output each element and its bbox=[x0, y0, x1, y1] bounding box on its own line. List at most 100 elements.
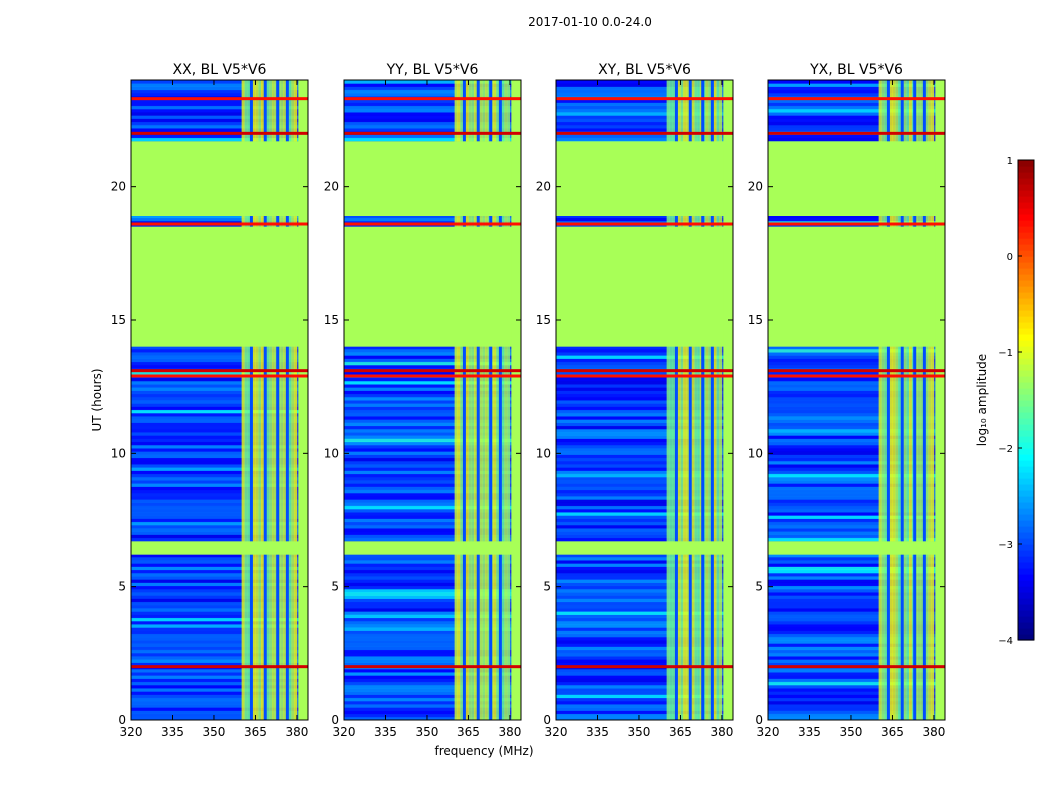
x-tick-label: 320 bbox=[333, 725, 356, 739]
x-tick-label: 365 bbox=[881, 725, 904, 739]
x-tick-label: 335 bbox=[374, 725, 397, 739]
x-tick-label: 380 bbox=[922, 725, 945, 739]
x-tick-label: 335 bbox=[586, 725, 609, 739]
y-tick-label: 0 bbox=[331, 713, 339, 727]
flagged-row bbox=[344, 541, 521, 555]
rfi-line bbox=[768, 131, 945, 135]
rfi-line bbox=[556, 374, 733, 378]
x-tick-label: 380 bbox=[285, 725, 308, 739]
axes-frame bbox=[130, 79, 309, 721]
y-tick-label: 20 bbox=[748, 180, 763, 194]
flagged-column bbox=[935, 80, 945, 720]
x-tick-label: 365 bbox=[669, 725, 692, 739]
x-tick-label: 320 bbox=[757, 725, 780, 739]
y-tick-label: 10 bbox=[111, 446, 126, 460]
flagged-row bbox=[344, 226, 521, 347]
rfi-line bbox=[768, 374, 945, 378]
axes-frame bbox=[343, 79, 522, 721]
axes-frame bbox=[767, 79, 946, 721]
rfi-line bbox=[556, 665, 733, 669]
y-axis-label: UT (hours) bbox=[90, 368, 104, 431]
panel-2: YY, BL V5*V6 320 335 350 365 380 0 5 10 15 20 bbox=[324, 62, 522, 739]
heatmap-image bbox=[768, 80, 945, 720]
y-tick-label: 15 bbox=[748, 313, 763, 327]
rfi-line bbox=[131, 131, 308, 135]
x-tick-label: 320 bbox=[120, 725, 143, 739]
y-tick-label: 20 bbox=[324, 180, 339, 194]
heatmap-image bbox=[556, 80, 733, 720]
rfi-line bbox=[344, 369, 521, 373]
y-tick-label: 15 bbox=[111, 313, 126, 327]
colorbar-tick-label: 1 bbox=[1007, 156, 1013, 167]
rfi-line bbox=[344, 665, 521, 669]
y-tick-label: 0 bbox=[543, 713, 551, 727]
x-tick-label: 335 bbox=[161, 725, 184, 739]
figure-suptitle: 2017-01-10 0.0-24.0 bbox=[528, 15, 652, 29]
rfi-line bbox=[344, 222, 521, 226]
flagged-row bbox=[556, 226, 733, 347]
panel-title: XY, BL V5*V6 bbox=[598, 62, 691, 78]
x-tick-label: 365 bbox=[244, 725, 267, 739]
x-tick-label: 365 bbox=[457, 725, 480, 739]
y-tick-label: 5 bbox=[543, 580, 551, 594]
rfi-line bbox=[344, 131, 521, 135]
panel-1: XX, BL V5*V6 320 335 350 365 380 0 5 10 15 20 bbox=[111, 62, 309, 739]
y-tick-label: 10 bbox=[748, 446, 763, 460]
x-tick-label: 350 bbox=[416, 725, 439, 739]
y-tick-label: 15 bbox=[536, 313, 551, 327]
flagged-row bbox=[131, 141, 308, 216]
flagged-row bbox=[556, 141, 733, 216]
rfi-line bbox=[131, 369, 308, 373]
y-tick-label: 0 bbox=[755, 713, 763, 727]
y-tick-label: 5 bbox=[331, 580, 339, 594]
colorbar-tick-label: −4 bbox=[998, 636, 1013, 647]
flagged-row bbox=[768, 541, 945, 555]
y-tick-label: 10 bbox=[324, 446, 339, 460]
x-tick-label: 350 bbox=[203, 725, 226, 739]
y-tick-label: 10 bbox=[536, 446, 551, 460]
x-tick-label: 350 bbox=[840, 725, 863, 739]
panel-title: YX, BL V5*V6 bbox=[809, 62, 903, 78]
colorbar: 1 0 −1 −2 −3 −4 bbox=[998, 156, 1035, 647]
colorbar-label: log₁₀ amplitude bbox=[975, 354, 989, 446]
flagged-column bbox=[298, 80, 308, 720]
rfi-line bbox=[556, 131, 733, 135]
x-tick-label: 380 bbox=[710, 725, 733, 739]
colorbar-frame bbox=[1017, 159, 1035, 641]
x-tick-label: 335 bbox=[798, 725, 821, 739]
axes-frame bbox=[555, 79, 734, 721]
colorbar-tick-label: 0 bbox=[1007, 252, 1013, 263]
heatmap-image bbox=[344, 80, 521, 720]
rfi-line bbox=[768, 97, 945, 101]
flagged-row bbox=[131, 226, 308, 347]
flagged-column bbox=[723, 80, 733, 720]
rfi-line bbox=[131, 97, 308, 101]
rfi-line bbox=[556, 369, 733, 373]
x-tick-label: 380 bbox=[498, 725, 521, 739]
flagged-column bbox=[511, 80, 521, 720]
colorbar-tick-label: −3 bbox=[998, 540, 1013, 551]
rfi-line bbox=[556, 97, 733, 101]
flagged-row bbox=[768, 226, 945, 347]
panel-title: YY, BL V5*V6 bbox=[386, 62, 479, 78]
y-tick-label: 15 bbox=[324, 313, 339, 327]
rfi-line bbox=[131, 374, 308, 378]
colorbar-tick-label: −2 bbox=[998, 444, 1013, 455]
rfi-line bbox=[556, 222, 733, 226]
panel-3: XY, BL V5*V6 320 335 350 365 380 0 5 10 15 20 bbox=[536, 62, 734, 739]
colorbar-tick-label: −1 bbox=[998, 348, 1013, 359]
flagged-row bbox=[768, 141, 945, 216]
y-tick-label: 5 bbox=[755, 580, 763, 594]
y-tick-label: 20 bbox=[536, 180, 551, 194]
y-tick-label: 0 bbox=[118, 713, 126, 727]
y-tick-label: 5 bbox=[118, 580, 126, 594]
rfi-line bbox=[344, 97, 521, 101]
rfi-line bbox=[768, 369, 945, 373]
rfi-line bbox=[768, 665, 945, 669]
y-tick-label: 20 bbox=[111, 180, 126, 194]
panel-4: YX, BL V5*V6 320 335 350 365 380 0 5 10 15 20 bbox=[748, 62, 946, 739]
x-tick-label: 350 bbox=[628, 725, 651, 739]
flagged-row bbox=[131, 541, 308, 555]
x-tick-label: 320 bbox=[545, 725, 568, 739]
